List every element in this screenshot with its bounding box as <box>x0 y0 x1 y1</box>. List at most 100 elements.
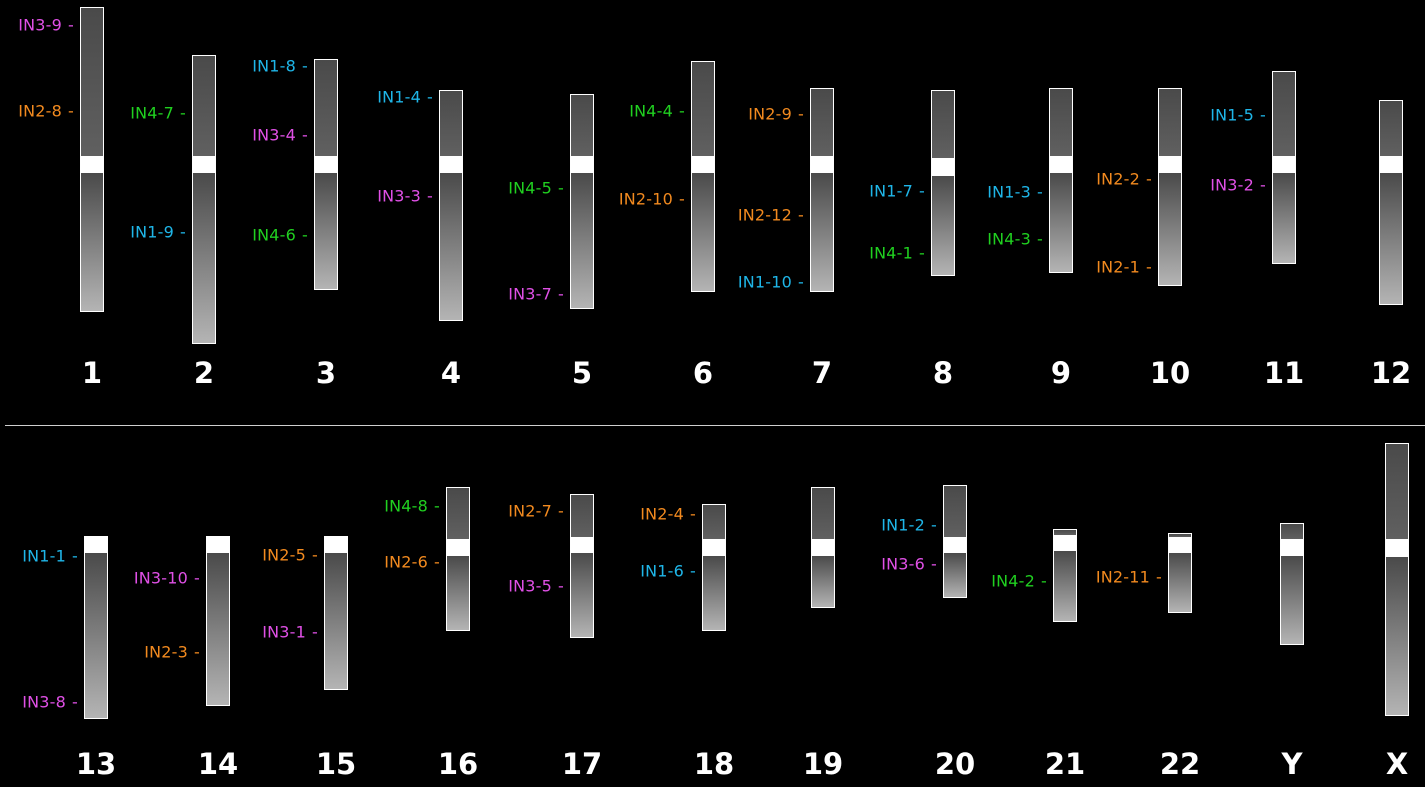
chromosome-21[interactable] <box>1053 529 1077 622</box>
marker-label: IN1-8 <box>252 56 297 76</box>
marker-in4-5[interactable]: IN4-5- <box>508 179 564 198</box>
chromosome-20[interactable] <box>943 485 967 598</box>
marker-in1-7[interactable]: IN1-7- <box>869 182 925 201</box>
marker-in3-9[interactable]: IN3-9- <box>18 16 74 35</box>
marker-tick: - <box>690 504 696 524</box>
marker-in4-4[interactable]: IN4-4- <box>629 102 685 121</box>
marker-in2-5[interactable]: IN2-5- <box>262 546 318 565</box>
marker-in2-8[interactable]: IN2-8- <box>18 102 74 121</box>
chromosome-x[interactable] <box>1385 443 1409 716</box>
marker-tick: - <box>68 101 74 121</box>
chromosome-14[interactable] <box>206 536 230 706</box>
marker-in1-9[interactable]: IN1-9- <box>130 223 186 242</box>
marker-in4-2[interactable]: IN4-2- <box>991 572 1047 591</box>
chromosome-11[interactable] <box>1272 71 1296 264</box>
chromosome-15[interactable] <box>324 536 348 690</box>
marker-tick: - <box>558 576 564 596</box>
marker-in2-2[interactable]: IN2-2- <box>1096 170 1152 189</box>
chromosome-18[interactable] <box>702 504 726 631</box>
marker-in3-6[interactable]: IN3-6- <box>881 555 937 574</box>
marker-in2-4[interactable]: IN2-4- <box>640 505 696 524</box>
marker-in2-9[interactable]: IN2-9- <box>748 105 804 124</box>
centromere <box>1386 539 1408 557</box>
marker-in2-11[interactable]: IN2-11- <box>1096 568 1162 587</box>
p-arm <box>692 62 714 156</box>
marker-label: IN2-3 <box>144 642 189 662</box>
marker-in4-3[interactable]: IN4-3- <box>987 230 1043 249</box>
chromosome-number-y: Y <box>1281 747 1303 781</box>
marker-in2-1[interactable]: IN2-1- <box>1096 258 1152 277</box>
marker-in3-5[interactable]: IN3-5- <box>508 577 564 596</box>
q-arm <box>1273 173 1295 263</box>
marker-label: IN4-4 <box>629 101 674 121</box>
marker-in3-7[interactable]: IN3-7- <box>508 285 564 304</box>
q-arm <box>1386 557 1408 715</box>
marker-tick: - <box>679 101 685 121</box>
marker-label: IN2-10 <box>618 189 674 209</box>
marker-in1-1[interactable]: IN1-1- <box>22 547 78 566</box>
chromosome-17[interactable] <box>570 494 594 638</box>
marker-tick: - <box>312 622 318 642</box>
p-arm <box>944 486 966 537</box>
marker-in3-4[interactable]: IN3-4- <box>252 126 308 145</box>
marker-tick: - <box>312 545 318 565</box>
chromosome-4[interactable] <box>439 90 463 321</box>
centromere <box>932 158 954 176</box>
marker-in1-2[interactable]: IN1-2- <box>881 516 937 535</box>
marker-in3-8[interactable]: IN3-8- <box>22 693 78 712</box>
marker-in1-4[interactable]: IN1-4- <box>377 88 433 107</box>
chromosome-7[interactable] <box>810 88 834 292</box>
marker-in3-1[interactable]: IN3-1- <box>262 623 318 642</box>
marker-in3-10[interactable]: IN3-10- <box>134 569 200 588</box>
marker-in1-10[interactable]: IN1-10- <box>738 273 804 292</box>
marker-in2-3[interactable]: IN2-3- <box>144 643 200 662</box>
marker-label: IN2-9 <box>748 104 793 124</box>
chromosome-number-16: 16 <box>437 747 479 781</box>
p-arm <box>571 495 593 537</box>
marker-label: IN2-8 <box>18 101 63 121</box>
chromosome-22[interactable] <box>1168 533 1192 613</box>
p-arm <box>1050 89 1072 156</box>
p-arm <box>811 89 833 156</box>
marker-tick: - <box>434 552 440 572</box>
chromosome-3[interactable] <box>314 59 338 290</box>
centromere <box>447 539 469 556</box>
centromere <box>207 537 229 553</box>
chromosome-9[interactable] <box>1049 88 1073 273</box>
marker-in1-5[interactable]: IN1-5- <box>1210 106 1266 125</box>
marker-in3-3[interactable]: IN3-3- <box>377 187 433 206</box>
chromosome-6[interactable] <box>691 61 715 292</box>
marker-in1-3[interactable]: IN1-3- <box>987 183 1043 202</box>
chromosome-5[interactable] <box>570 94 594 309</box>
chromosome-10[interactable] <box>1158 88 1182 286</box>
marker-label: IN1-6 <box>640 561 685 581</box>
marker-tick: - <box>1260 175 1266 195</box>
q-arm <box>447 556 469 630</box>
chromosome-y[interactable] <box>1280 523 1304 645</box>
marker-label: IN1-10 <box>737 272 793 292</box>
marker-in3-2[interactable]: IN3-2- <box>1210 176 1266 195</box>
chromosome-19[interactable] <box>811 487 835 608</box>
chromosome-12[interactable] <box>1379 100 1403 305</box>
marker-in4-1[interactable]: IN4-1- <box>869 244 925 263</box>
marker-in1-6[interactable]: IN1-6- <box>640 562 696 581</box>
chromosome-16[interactable] <box>446 487 470 631</box>
chromosome-2[interactable] <box>192 55 216 344</box>
marker-tick: - <box>72 692 78 712</box>
chromosome-8[interactable] <box>931 90 955 276</box>
q-arm <box>811 173 833 291</box>
marker-in2-10[interactable]: IN2-10- <box>619 190 685 209</box>
marker-tick: - <box>68 15 74 35</box>
marker-in2-12[interactable]: IN2-12- <box>738 206 804 225</box>
chromosome-13[interactable] <box>84 536 108 719</box>
p-arm <box>315 60 337 156</box>
marker-in4-7[interactable]: IN4-7- <box>130 104 186 123</box>
marker-in2-7[interactable]: IN2-7- <box>508 502 564 521</box>
marker-tick: - <box>798 272 804 292</box>
chromosome-1[interactable] <box>80 7 104 312</box>
marker-in2-6[interactable]: IN2-6- <box>384 553 440 572</box>
marker-tick: - <box>679 189 685 209</box>
marker-in1-8[interactable]: IN1-8- <box>252 57 308 76</box>
marker-in4-6[interactable]: IN4-6- <box>252 226 308 245</box>
marker-in4-8[interactable]: IN4-8- <box>384 497 440 516</box>
